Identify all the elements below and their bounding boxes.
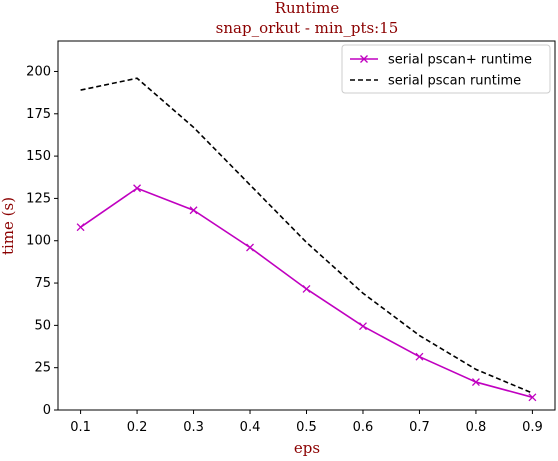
series-line — [80, 187, 533, 399]
x-axis-ticks: 0.1 0.2 0.3 0.4 0.5 0.6 0.7 0.8 0.9 — [70, 410, 543, 435]
y-tick-label: 0 — [43, 403, 51, 418]
marker-stroke — [246, 243, 254, 252]
y-tick-label: 200 — [26, 64, 51, 79]
y-tick-label: 150 — [26, 149, 51, 164]
data-point-marker — [76, 223, 85, 232]
data-point-marker — [133, 184, 142, 193]
marker-stroke — [528, 393, 537, 402]
x-tick-label: 0.5 — [296, 420, 317, 435]
legend-label: serial pscan runtime — [388, 74, 521, 89]
x-tick-label: 0.7 — [409, 420, 430, 435]
data-point-marker — [471, 378, 480, 387]
y-axis-label: time (s) — [0, 197, 17, 255]
y-tick-label: 175 — [26, 107, 51, 122]
x-tick-label: 0.2 — [127, 420, 148, 435]
legend-marker — [360, 55, 368, 63]
marker-stroke — [189, 206, 198, 215]
data-point-marker — [302, 285, 311, 293]
y-axis-ticks: 0 25 50 75 100 125 150 175 200 — [26, 64, 58, 418]
data-point-marker — [359, 322, 367, 331]
plot-frame — [57, 40, 556, 411]
x-tick-label: 0.6 — [353, 420, 374, 435]
series-line — [80, 77, 533, 394]
y-tick-label: 125 — [26, 191, 51, 206]
y-tick-label: 100 — [26, 234, 51, 249]
marker-stroke — [133, 184, 142, 193]
marker-stroke — [359, 322, 367, 331]
data-point-marker — [528, 393, 537, 402]
x-tick-label: 0.4 — [240, 420, 261, 435]
marker-stroke — [302, 285, 311, 293]
x-tick-label: 0.3 — [183, 420, 204, 435]
series-layer — [76, 77, 537, 402]
chart-subtitle: snap_orkut - min_pts:15 — [216, 19, 399, 37]
data-point-marker — [189, 206, 198, 215]
legend-box — [341, 44, 551, 94]
y-tick-label: 75 — [34, 276, 51, 291]
marker-stroke — [415, 352, 424, 361]
y-tick-label: 25 — [34, 361, 51, 376]
chart-title: Runtime — [275, 0, 340, 17]
x-tick-label: 0.1 — [70, 420, 91, 435]
marker-stroke — [471, 378, 480, 387]
x-axis-label: eps — [294, 439, 320, 456]
marker-stroke — [76, 223, 85, 232]
legend-label: serial pscan+ runtime — [388, 53, 532, 68]
legend-item: serial pscan runtime — [350, 74, 521, 89]
data-point-marker — [415, 352, 424, 361]
x-tick-label: 0.9 — [522, 420, 543, 435]
data-point-marker — [246, 243, 254, 252]
legend-entries: serial pscan+ runtime serial pscan runtim… — [350, 53, 532, 89]
legend-item: serial pscan+ runtime — [350, 53, 532, 68]
x-tick-label: 0.8 — [466, 420, 487, 435]
y-tick-label: 50 — [34, 318, 51, 333]
legend: serial pscan+ runtime serial pscan runtim… — [341, 44, 551, 94]
